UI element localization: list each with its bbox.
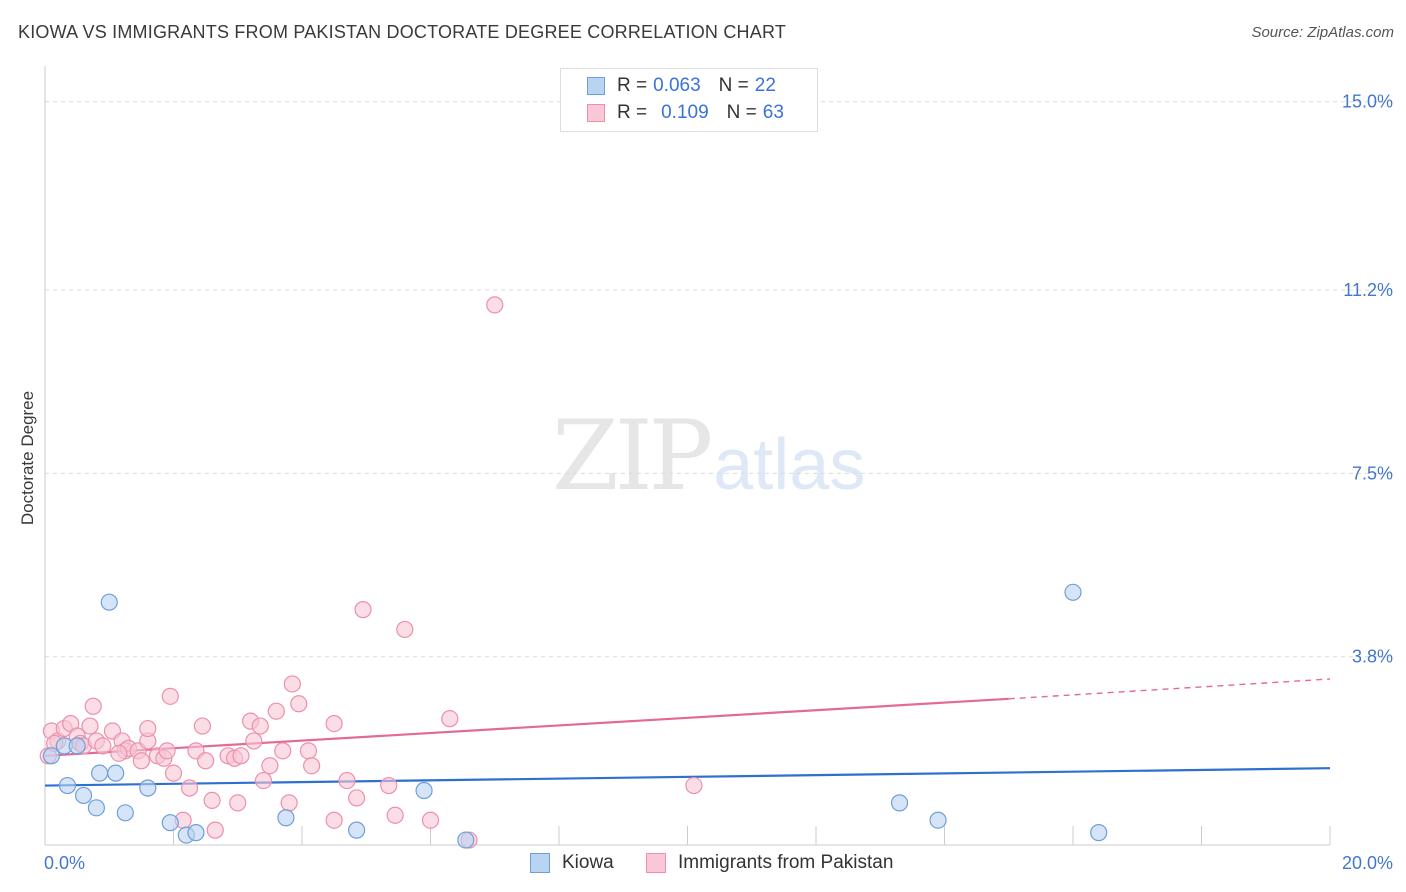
pakistan-point	[164, 764, 183, 782]
kiowa-point	[68, 737, 86, 755]
pakistan-point	[193, 717, 212, 735]
x-axis-ticks	[44, 826, 1331, 845]
pakistan-point	[299, 742, 318, 760]
pakistan-point	[132, 752, 150, 770]
data-points	[39, 296, 1108, 849]
y-tick-label: 3.8%	[1352, 647, 1393, 667]
stats-legend: R = 0.063 N = 22 R = 0.109 N = 63	[560, 68, 818, 132]
kiowa-point	[74, 786, 93, 805]
pakistan-point	[245, 732, 263, 750]
pakistan-point	[325, 811, 343, 829]
pakistan-point	[421, 811, 440, 829]
pakistan-point	[396, 620, 414, 639]
kiowa-point	[187, 824, 205, 842]
series-legend: Kiowa Immigrants from Pakistan	[0, 852, 1406, 878]
legend-row-pakistan: R = 0.109 N = 63	[587, 102, 784, 124]
kiowa-point	[929, 811, 947, 829]
kiowa-swatch	[587, 77, 605, 95]
pakistan-legend-swatch	[646, 853, 666, 873]
kiowa-point	[161, 814, 179, 832]
kiowa-legend-label: Kiowa	[562, 852, 614, 873]
pakistan-point	[338, 771, 356, 790]
pakistan-point	[380, 776, 398, 795]
legend-n-value: 63	[762, 102, 784, 123]
kiowa-point	[457, 831, 475, 849]
axes	[44, 66, 1330, 846]
kiowa-point	[42, 747, 61, 765]
pakistan-point	[261, 757, 279, 775]
pakistan-point	[158, 742, 176, 760]
pakistan-point	[280, 794, 298, 812]
pakistan-trend-extension	[1008, 678, 1331, 700]
kiowa-point	[415, 781, 433, 800]
pakistan-legend-label: Immigrants from Pakistan	[678, 852, 894, 873]
chart-title: KIOWA VS IMMIGRANTS FROM PAKISTAN DOCTOR…	[18, 22, 787, 42]
kiowa-point	[87, 799, 106, 817]
pakistan-point	[84, 697, 102, 715]
pakistan-point	[81, 717, 99, 735]
kiowa-point	[348, 821, 366, 839]
kiowa-point	[139, 779, 157, 797]
pakistan-point	[206, 821, 224, 839]
pakistan-point	[348, 789, 366, 807]
pakistan-point	[386, 806, 404, 824]
legend-r-value: 0.109	[661, 102, 709, 123]
legend-n-label: N =	[718, 75, 749, 96]
pakistan-point	[197, 752, 215, 770]
pakistan-point	[251, 717, 269, 735]
y-tick-label: 7.5%	[1352, 463, 1393, 483]
legend-r-label: R =	[617, 75, 648, 96]
pakistan-point	[685, 776, 703, 795]
kiowa-point	[890, 794, 909, 812]
x-tick-label-max: 20.0%	[1342, 853, 1393, 873]
legend-n-value: 22	[754, 75, 776, 96]
legend-item-pakistan[interactable]: Immigrants from Pakistan	[646, 852, 893, 874]
pakistan-point	[161, 687, 179, 705]
pakistan-point	[486, 296, 504, 314]
legend-item-kiowa[interactable]: Kiowa	[530, 852, 614, 874]
y-tick-label: 15.0%	[1342, 92, 1393, 112]
y-tick-label: 11.2%	[1343, 280, 1393, 300]
pakistan-point	[232, 747, 250, 765]
pakistan-swatch	[587, 104, 605, 122]
pakistan-point	[110, 744, 128, 762]
pakistan-point	[274, 742, 292, 760]
kiowa-point	[91, 764, 109, 782]
legend-row-kiowa: R = 0.063 N = 22	[587, 75, 776, 97]
pakistan-point	[325, 714, 343, 733]
kiowa-point	[100, 593, 118, 611]
kiowa-point	[107, 764, 125, 782]
pakistan-point	[180, 779, 199, 797]
kiowa-point	[1090, 824, 1108, 842]
pakistan-point	[290, 695, 308, 713]
kiowa-point	[277, 809, 295, 827]
legend-r-label: R =	[617, 102, 648, 123]
kiowa-point	[116, 804, 134, 822]
pakistan-point	[303, 757, 321, 775]
pakistan-trend-line	[44, 697, 1009, 757]
pakistan-point	[203, 791, 221, 810]
pakistan-point	[229, 794, 247, 812]
pakistan-point	[441, 710, 459, 728]
legend-r-value: 0.063	[653, 75, 701, 96]
legend-n-label: N =	[726, 102, 757, 123]
kiowa-point	[58, 776, 77, 795]
pakistan-point	[283, 675, 301, 693]
pakistan-point	[139, 719, 157, 738]
axis-labels: 3.8% 7.5% 11.2% 15.0% 0.0% 20.0% Doctorate Deg…	[18, 92, 1393, 873]
trend-lines	[44, 678, 1331, 787]
kiowa-legend-swatch	[530, 853, 550, 873]
source-label: Source: ZipAtlas.com	[1251, 24, 1394, 41]
pakistan-point	[267, 702, 285, 720]
pakistan-point	[254, 771, 273, 790]
pakistan-point	[94, 737, 112, 755]
pakistan-point	[354, 601, 372, 619]
kiowa-point	[1064, 583, 1082, 601]
y-axis-title: Doctorate Degree	[18, 391, 37, 525]
x-tick-label-min: 0.0%	[44, 853, 85, 873]
grid-lines	[45, 101, 1392, 658]
